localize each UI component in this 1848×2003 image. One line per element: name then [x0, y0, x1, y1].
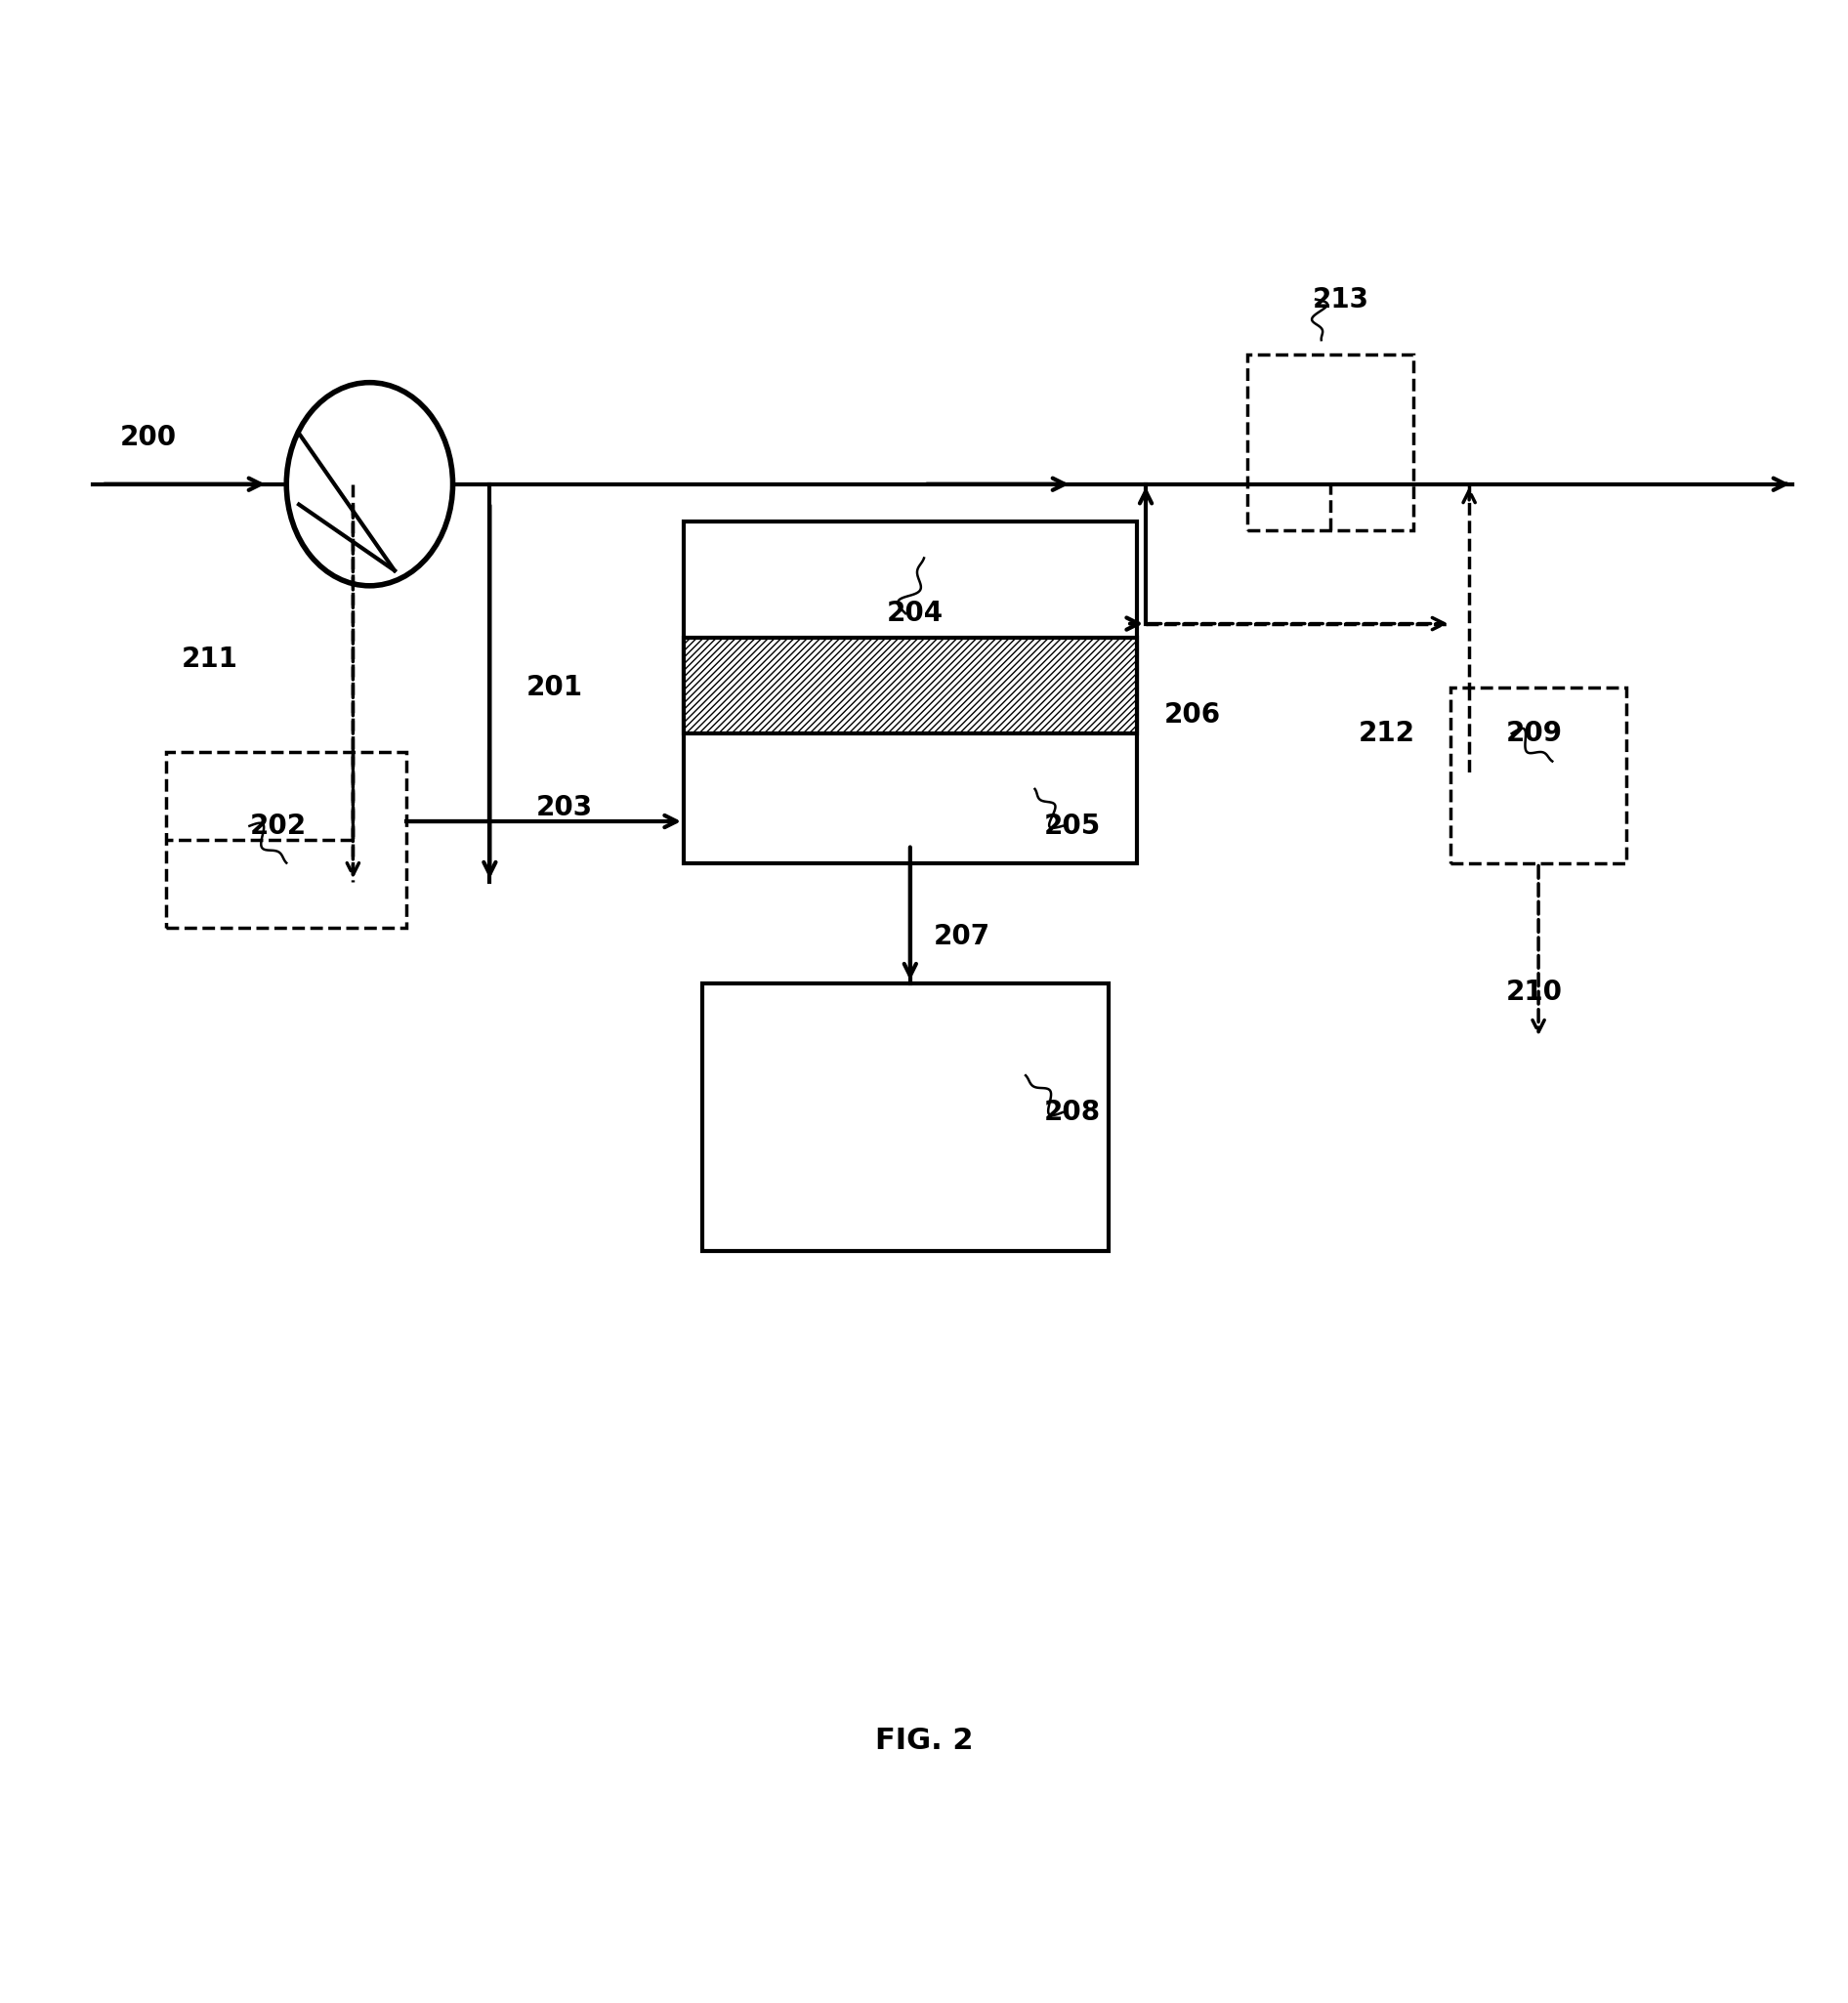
FancyBboxPatch shape — [1451, 687, 1626, 863]
Text: 207: 207 — [933, 923, 991, 951]
Bar — [702, 983, 1109, 1252]
Text: 203: 203 — [536, 793, 593, 821]
Text: 209: 209 — [1506, 719, 1563, 747]
Text: 200: 200 — [120, 425, 177, 451]
FancyBboxPatch shape — [1247, 355, 1414, 531]
Text: 212: 212 — [1358, 719, 1416, 747]
Text: FIG. 2: FIG. 2 — [874, 1727, 974, 1755]
Bar — [684, 521, 1137, 863]
Text: 213: 213 — [1312, 286, 1369, 312]
Text: 204: 204 — [887, 599, 944, 627]
FancyBboxPatch shape — [166, 751, 407, 927]
Text: 210: 210 — [1506, 979, 1563, 1006]
Text: 201: 201 — [527, 673, 584, 701]
Text: 206: 206 — [1164, 701, 1222, 729]
Text: 211: 211 — [181, 647, 238, 673]
Text: 205: 205 — [1044, 813, 1101, 839]
Bar — [684, 637, 1137, 733]
Text: 208: 208 — [1044, 1100, 1101, 1126]
Text: 202: 202 — [249, 813, 307, 839]
